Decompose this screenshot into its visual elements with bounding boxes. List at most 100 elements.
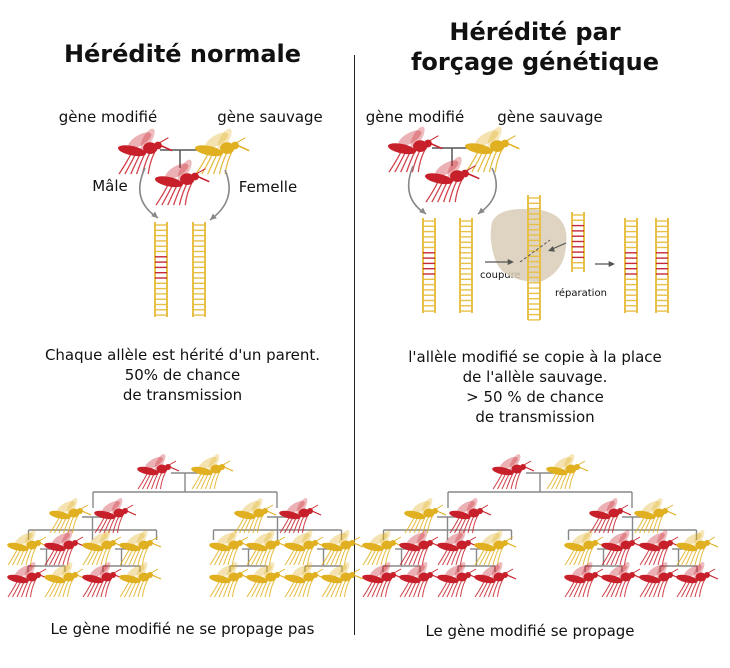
wing xyxy=(140,128,155,150)
abdomen xyxy=(7,542,29,552)
head xyxy=(35,572,41,578)
leg xyxy=(246,579,258,598)
antenna xyxy=(159,137,169,144)
wing xyxy=(15,564,33,578)
leg xyxy=(269,547,275,566)
modified-mosquito-icon xyxy=(387,126,443,173)
left-female-label: Femelle xyxy=(238,178,298,196)
left-title: Hérédité normale xyxy=(63,40,302,68)
wing xyxy=(398,130,422,147)
leg xyxy=(612,515,618,534)
abdomen xyxy=(464,143,494,155)
left-caption-line: 50% de chance xyxy=(124,366,241,384)
dna-ladder xyxy=(571,212,585,272)
leg xyxy=(546,471,558,490)
antenna xyxy=(125,504,134,510)
wild-mosquito-icon xyxy=(194,128,250,175)
abdomen xyxy=(362,542,384,552)
antenna xyxy=(38,568,47,574)
dna-ladder xyxy=(527,195,541,321)
modified-mosquito-icon xyxy=(137,454,180,490)
antenna xyxy=(429,135,439,142)
proboscis xyxy=(578,466,589,472)
antenna xyxy=(577,460,586,466)
wing xyxy=(609,532,627,546)
antenna xyxy=(150,568,159,574)
wing xyxy=(370,564,388,578)
head xyxy=(390,572,396,578)
right-gene-modified-label: gène modifié xyxy=(365,108,465,126)
thorax xyxy=(450,170,465,182)
thorax xyxy=(26,540,38,550)
head xyxy=(427,540,433,546)
modified-mosquito-icon xyxy=(117,128,173,175)
wing xyxy=(338,530,350,546)
leg xyxy=(307,547,313,566)
wing xyxy=(421,498,433,514)
antenna xyxy=(670,536,679,542)
leg xyxy=(564,579,576,598)
leg xyxy=(465,149,480,173)
head xyxy=(312,572,318,578)
thorax xyxy=(220,142,235,154)
proboscis xyxy=(353,542,364,548)
leg xyxy=(624,547,630,566)
left-gene-modified-label: gène modifié xyxy=(58,108,158,126)
leg xyxy=(344,547,350,566)
abdomen xyxy=(82,574,104,584)
male-arrow xyxy=(138,167,159,219)
head xyxy=(520,464,526,470)
modified-mosquito-icon xyxy=(399,530,442,566)
antenna xyxy=(352,568,361,574)
thorax xyxy=(418,540,430,550)
right-title-line2: forçage génétique xyxy=(410,48,660,76)
thorax xyxy=(490,140,505,152)
wing xyxy=(99,530,111,546)
dna-ladder xyxy=(422,218,436,313)
thorax xyxy=(253,508,265,518)
leg xyxy=(117,515,123,534)
proboscis xyxy=(151,574,162,580)
antenna xyxy=(505,536,514,542)
antenna xyxy=(38,536,47,542)
antenna xyxy=(707,536,716,542)
wild-mosquito-icon xyxy=(284,562,327,598)
wing xyxy=(329,564,347,578)
thorax xyxy=(265,572,277,582)
head xyxy=(461,169,469,178)
abdomen xyxy=(194,145,224,157)
leg xyxy=(460,579,466,598)
head xyxy=(110,572,116,578)
wing xyxy=(642,500,660,514)
leg xyxy=(284,579,296,598)
leg xyxy=(7,547,19,566)
thorax xyxy=(583,540,595,550)
antenna xyxy=(265,504,274,510)
right-title-line1: Hérédité par xyxy=(449,18,621,46)
wing xyxy=(24,562,36,578)
head xyxy=(237,540,243,546)
abdomen xyxy=(589,510,611,520)
leg xyxy=(209,547,221,566)
wing xyxy=(127,564,145,578)
wing xyxy=(412,500,430,514)
proboscis xyxy=(621,510,632,516)
left-caption-line: de transmission xyxy=(122,386,243,404)
leg xyxy=(344,579,350,598)
proboscis xyxy=(197,175,210,183)
abdomen xyxy=(404,510,426,520)
thorax xyxy=(113,508,125,518)
leg xyxy=(155,182,170,206)
head xyxy=(72,540,78,546)
head xyxy=(662,508,668,514)
wing xyxy=(509,454,521,470)
thorax xyxy=(138,540,150,550)
modified-mosquito-icon xyxy=(7,562,50,598)
head xyxy=(349,572,355,578)
antenna xyxy=(222,460,231,466)
abdomen xyxy=(279,510,301,520)
leg xyxy=(44,579,56,598)
head xyxy=(191,172,199,181)
proboscis xyxy=(436,510,447,516)
abdomen xyxy=(321,542,343,552)
